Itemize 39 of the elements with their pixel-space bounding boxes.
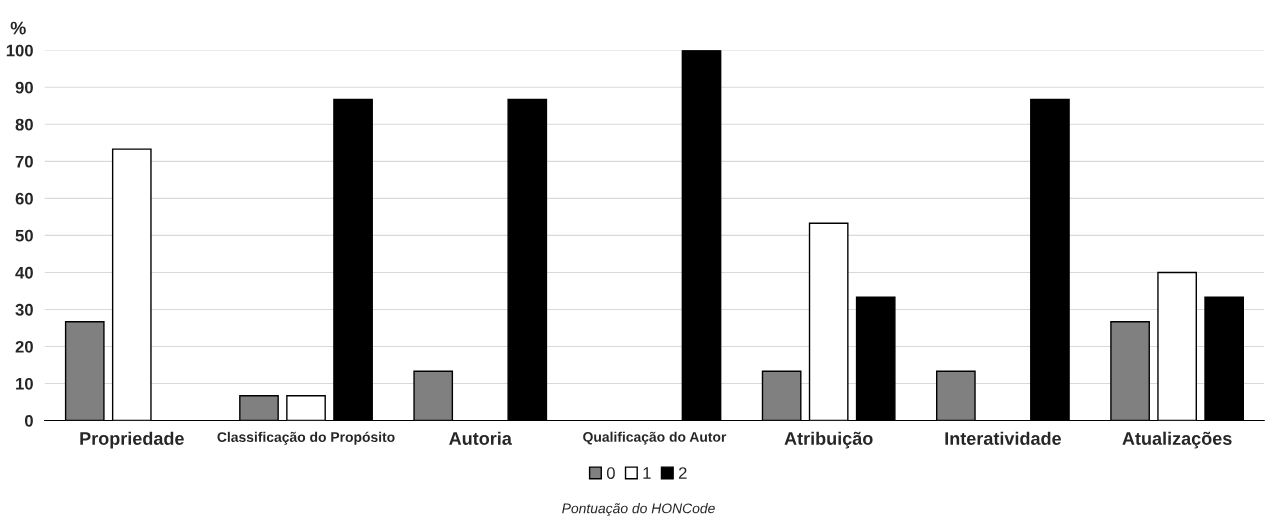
x-tick-label: Classificação do Propósito	[217, 431, 395, 445]
bar	[239, 395, 279, 421]
y-tick-label: 100	[6, 44, 33, 57]
y-tick-label: 10	[16, 377, 33, 390]
y-tick-label: 90	[15, 81, 33, 94]
bar	[1157, 271, 1197, 421]
bar	[507, 98, 548, 421]
x-tick-label: Autoria	[449, 431, 512, 445]
bar	[808, 222, 849, 421]
bar	[333, 98, 373, 421]
y-tick-label: 30	[15, 303, 33, 316]
bar	[1204, 296, 1245, 421]
bar	[111, 148, 152, 421]
legend-label: 1	[643, 467, 651, 479]
bar	[855, 296, 896, 421]
x-axis-title: Pontuação do HONCode	[562, 503, 715, 517]
x-tick-label: Propriedade	[80, 431, 184, 449]
bar	[64, 320, 105, 421]
bar	[936, 370, 976, 421]
legend-label: 2	[678, 467, 687, 479]
bar	[1030, 98, 1070, 421]
bar	[1110, 320, 1150, 421]
x-tick-label: Atualizações	[1122, 431, 1232, 449]
y-tick-label: 60	[15, 192, 33, 205]
x-tick-label: Qualificação do Autor	[583, 431, 727, 445]
y-tick-label: 20	[15, 340, 33, 353]
y-axis-title: %	[10, 21, 26, 35]
bar	[286, 395, 326, 421]
x-tick-label: Interatividade	[945, 431, 1061, 445]
x-tick-label: Atribuição	[784, 431, 873, 449]
y-tick-label: 0	[24, 414, 33, 427]
bar	[413, 370, 454, 421]
y-tick-label: 70	[15, 155, 33, 168]
bar	[681, 50, 722, 421]
y-tick-label: 40	[15, 266, 33, 279]
legend-label: 0	[606, 467, 615, 479]
y-tick-label: 50	[15, 229, 33, 242]
bar	[761, 370, 802, 421]
y-tick-label: 80	[15, 118, 33, 131]
